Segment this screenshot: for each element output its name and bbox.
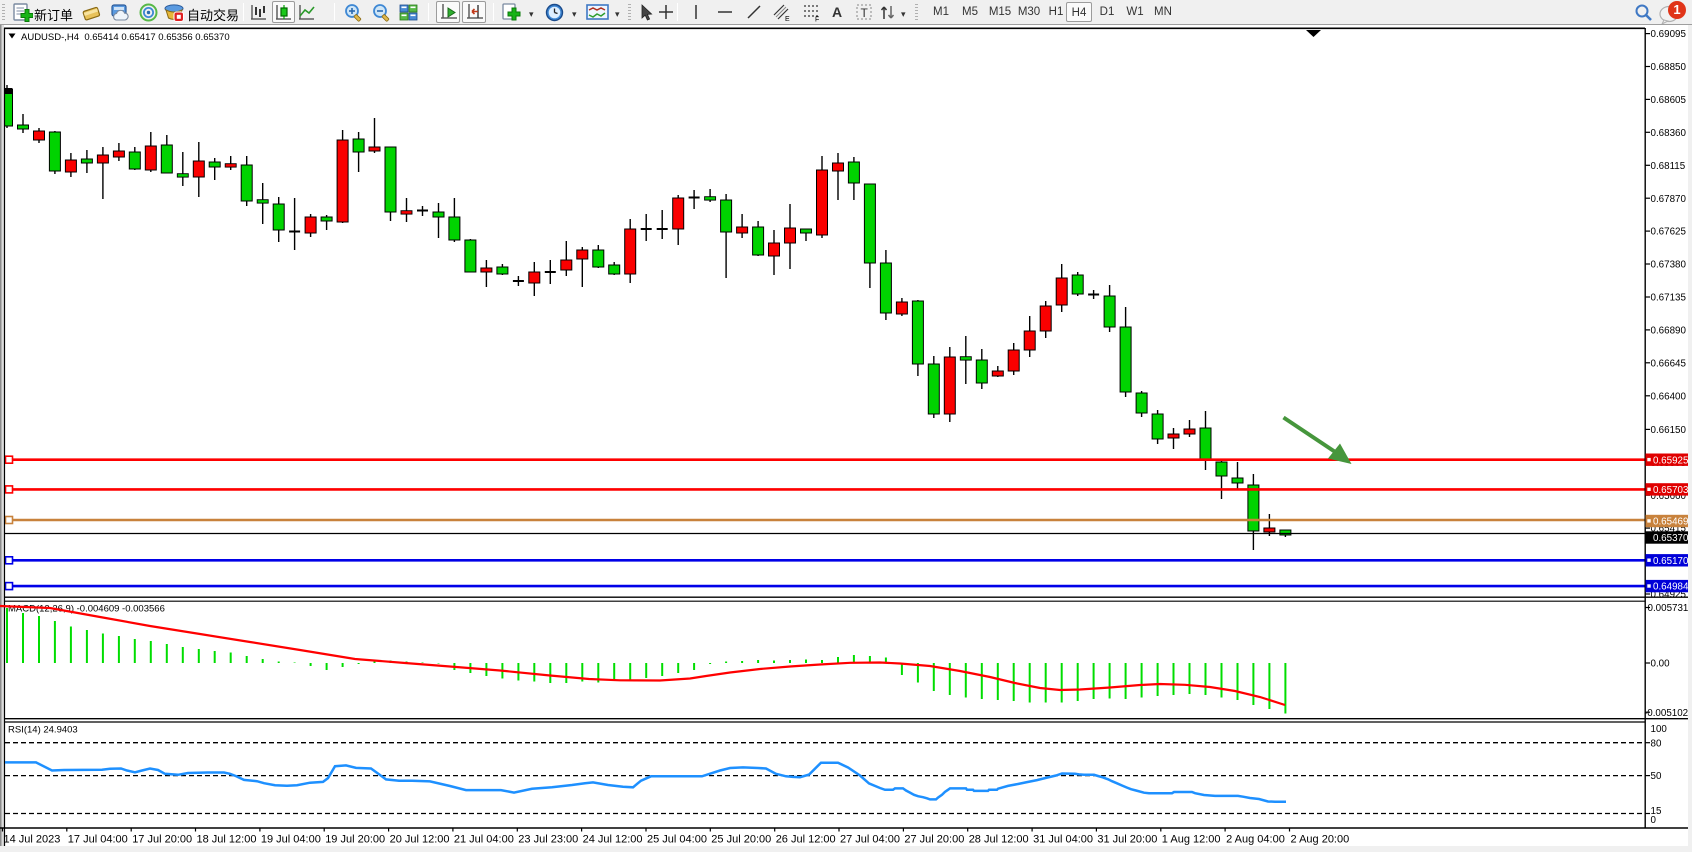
svg-text:17 Jul 04:00: 17 Jul 04:00 [68,834,128,846]
svg-text:0.00: 0.00 [1651,659,1671,670]
svg-text:27 Jul 04:00: 27 Jul 04:00 [840,834,900,846]
svg-text:24 Jul 12:00: 24 Jul 12:00 [583,834,643,846]
svg-text:0.67625: 0.67625 [1651,227,1687,238]
svg-text:23 Jul 23:00: 23 Jul 23:00 [518,834,578,846]
svg-text:28 Jul 12:00: 28 Jul 12:00 [969,834,1029,846]
svg-text:0.64984: 0.64984 [1653,582,1689,593]
svg-text:100: 100 [1651,724,1668,735]
svg-text:RSI(14) 24.9403: RSI(14) 24.9403 [8,725,78,736]
svg-text:27 Jul 20:00: 27 Jul 20:00 [904,834,964,846]
svg-text:0.67380: 0.67380 [1651,260,1687,271]
svg-text:E: E [785,16,790,22]
svg-text:0.69095: 0.69095 [1651,29,1687,40]
svg-text:0.66645: 0.66645 [1651,358,1687,369]
svg-text:0.66400: 0.66400 [1651,391,1687,402]
svg-text:14 Jul 2023: 14 Jul 2023 [4,834,61,846]
svg-text:0: 0 [1651,815,1657,826]
svg-text:0.65370: 0.65370 [1653,533,1689,544]
svg-text:0.65415: 0.65415 [1651,524,1687,535]
svg-text:1 Aug 12:00: 1 Aug 12:00 [1162,834,1221,846]
svg-text:18 Jul 12:00: 18 Jul 12:00 [197,834,257,846]
svg-text:0.64925: 0.64925 [1651,590,1687,601]
svg-text:0.68115: 0.68115 [1651,161,1686,172]
svg-text:0.68605: 0.68605 [1651,95,1687,106]
svg-text:19 Jul 20:00: 19 Jul 20:00 [325,834,385,846]
svg-text:31 Jul 04:00: 31 Jul 04:00 [1033,834,1093,846]
svg-text:0.65703: 0.65703 [1653,485,1689,496]
svg-text:80: 80 [1651,738,1662,749]
svg-text:0.65660: 0.65660 [1651,491,1687,502]
svg-text:0.66150: 0.66150 [1651,425,1687,436]
svg-text:0.68360: 0.68360 [1651,128,1687,139]
svg-text:AUDUSD-,H4 0.65414 0.65417 0.: AUDUSD-,H4 0.65414 0.65417 0.65356 0.653… [21,32,230,43]
svg-text:0.65925: 0.65925 [1653,455,1689,466]
svg-text:0.66890: 0.66890 [1651,326,1687,337]
svg-text:T: T [861,6,869,20]
svg-text:MACD(12,26,9) -0.004609 -0.003: MACD(12,26,9) -0.004609 -0.003566 [8,604,165,615]
svg-text:0.65170: 0.65170 [1653,556,1689,567]
svg-text:0.68850: 0.68850 [1651,62,1687,73]
svg-text:0.67870: 0.67870 [1651,194,1687,205]
svg-text:-0.005102: -0.005102 [1644,708,1688,719]
svg-text:15: 15 [1651,806,1662,817]
svg-text:0.005731: 0.005731 [1648,603,1689,614]
svg-text:21 Jul 04:00: 21 Jul 04:00 [454,834,514,846]
svg-text:31 Jul 20:00: 31 Jul 20:00 [1097,834,1157,846]
svg-text:2 Aug 04:00: 2 Aug 04:00 [1226,834,1285,846]
svg-text:0.67135: 0.67135 [1651,293,1687,304]
svg-text:25 Jul 20:00: 25 Jul 20:00 [711,834,771,846]
svg-text:25 Jul 04:00: 25 Jul 04:00 [647,834,707,846]
svg-text:17 Jul 20:00: 17 Jul 20:00 [132,834,192,846]
svg-text:20 Jul 12:00: 20 Jul 12:00 [390,834,450,846]
svg-text:50: 50 [1651,771,1662,782]
svg-text:F: F [815,17,819,23]
svg-text:2 Aug 20:00: 2 Aug 20:00 [1291,834,1350,846]
svg-text:0.65469: 0.65469 [1653,517,1688,528]
svg-text:19 Jul 04:00: 19 Jul 04:00 [261,834,321,846]
svg-text:26 Jul 12:00: 26 Jul 12:00 [776,834,836,846]
